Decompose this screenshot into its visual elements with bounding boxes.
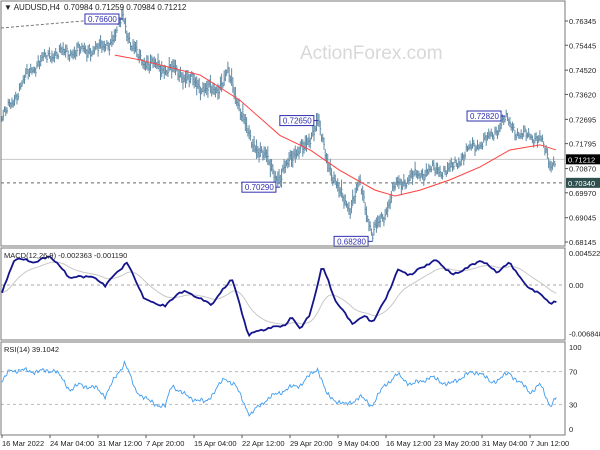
rsi-panel[interactable] [1,360,565,417]
y-tick-label: 0.68145 [569,238,596,247]
current-price-label: 0.71212 [568,155,595,164]
rsi-tick-label: 0 [569,425,573,434]
annotation-box [241,181,277,193]
rsi-tick-label: 70 [569,368,577,377]
rsi-tick-label: 100 [569,343,582,352]
y-tick-label: 0.70870 [569,165,596,174]
price-panel-border [0,0,566,247]
annotation-box [279,115,315,127]
annotation-label: 0.70290 [245,183,274,192]
rsi-title: RSI(14) 39.1042 [4,345,59,354]
support-level-box [566,177,600,188]
annotation-label: 0.72820 [470,112,499,121]
x-tick-label: 31 Mar 12:00 [98,439,142,448]
macd-line [1,255,557,338]
annotation-label: 0.68280 [337,237,366,246]
watermark: ActionForex.com [300,43,443,64]
x-tick-label: 31 May 04:00 [482,439,527,448]
y-tick-label: 0.75445 [569,41,596,50]
y-tick-label: 0.74520 [569,66,596,75]
y-tick-label: 0.76345 [569,17,596,26]
x-tick-label: 15 Apr 04:00 [194,439,237,448]
rsi-panel-border [0,341,566,436]
y-tick-label: 0.72695 [569,115,596,124]
support-level-label: 0.70340 [568,179,595,188]
macd-tick-label: 0.00 [569,281,584,290]
symbol-label: ▼ AUDUSD,H4 [4,3,60,12]
annotation-label: 0.76600 [88,15,117,24]
rsi-tick-label: 30 [569,400,577,409]
x-tick-label: 9 May 04:00 [338,439,379,448]
macd-panel[interactable] [1,255,565,338]
annotation-label: 0.72650 [283,117,312,126]
current-price-box [566,154,600,165]
y-tick-label: 0.71795 [569,140,596,149]
x-tick-label: 24 Mar 04:00 [50,439,94,448]
y-tick-label: 0.69970 [569,189,596,198]
x-tick-label: 22 Apr 12:00 [242,439,285,448]
annotation-box [466,110,502,122]
rsi-line [1,360,557,417]
macd-tick-label: -0.006848 [569,330,600,339]
x-tick-label: 16 May 12:00 [386,439,431,448]
macd-panel-border [0,247,566,341]
y-tick-label: 0.69045 [569,214,596,223]
macd-title: MACD(12,26,9) -0.002363 -0.001190 [4,251,127,260]
x-tick-label: 7 Jun 12:00 [530,439,569,448]
x-tick-label: 7 Apr 20:00 [146,439,184,448]
price-panel[interactable]: 0.76600 0.72650 0.70290 0.68280 0.72820 [0,5,565,247]
moving-average-line [114,54,557,197]
macd-tick-label: 0.004522 [569,249,600,258]
x-tick-label: 23 May 20:00 [434,439,479,448]
x-tick-label: 16 Mar 2022 [2,439,44,448]
annotation-box [84,13,120,25]
y-tick-label: 0.73620 [569,90,596,99]
x-tick-label: 29 Apr 20:00 [290,439,333,448]
ohlc-readout: 0.70984 0.71259 0.70984 0.71212 [64,3,187,12]
